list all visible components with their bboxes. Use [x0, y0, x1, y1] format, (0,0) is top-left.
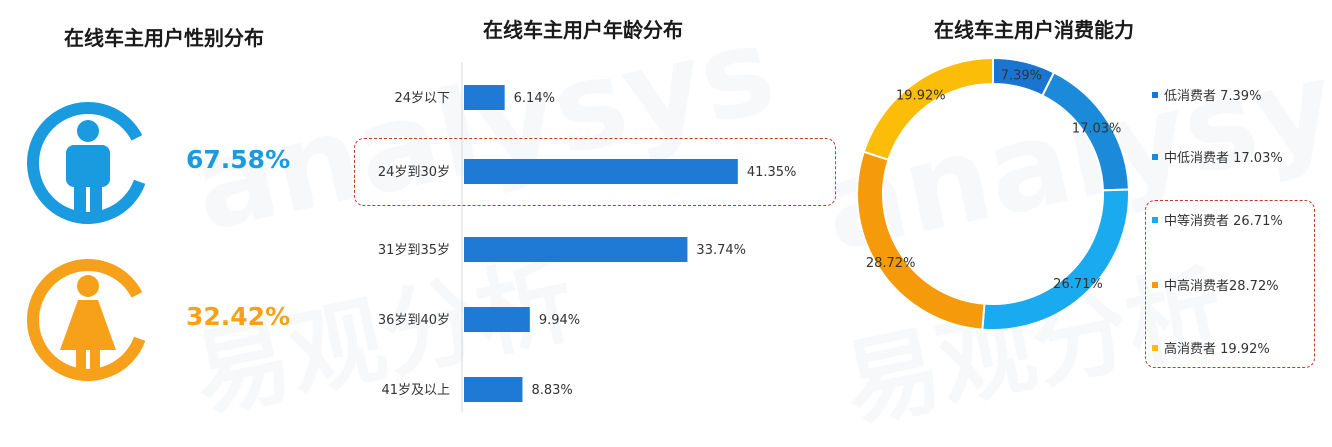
consume-donut-chart: 7.39% 17.03% 26.71% 28.72% 19.92%: [856, 56, 1130, 331]
donut-slice: [856, 150, 986, 331]
age-bar-chart: 24岁以下 6.14% 24岁到30岁 41.35% 31岁到35岁 33.74% 36岁到…: [378, 62, 797, 412]
legend-swatch: [1152, 344, 1158, 351]
legend-swatch: [1152, 91, 1158, 98]
legend-item: 中低消费者 17.03%: [1152, 147, 1283, 166]
legend-item: 中高消费者28.72%: [1152, 275, 1279, 294]
legend-label: 中低消费者 17.03%: [1164, 151, 1283, 166]
age-highlight-box: [354, 138, 836, 206]
age-value-label: 8.83%: [531, 383, 572, 398]
age-bar: [464, 85, 505, 110]
age-value-label: 41.35%: [747, 165, 797, 180]
age-title: 在线车主用户年龄分布: [483, 18, 683, 42]
donut-slice: [862, 56, 994, 162]
female-percent: 32.42%: [186, 302, 291, 331]
age-category-label: 24岁到30岁: [378, 165, 450, 180]
gender-panel: 在线车主用户性别分布 67.58% 32.42%: [0, 0, 340, 427]
age-bar: [464, 159, 738, 184]
age-category-label: 41岁及以上: [381, 383, 450, 398]
donut-slice: [981, 188, 1130, 331]
gender-title: 在线车主用户性别分布: [64, 26, 264, 50]
legend-item: 低消费者 7.39%: [1152, 85, 1261, 104]
legend-swatch: [1152, 153, 1158, 160]
consume-highlight-box: [1145, 200, 1315, 368]
age-category-label: 36岁到40岁: [378, 313, 450, 328]
age-bar: [464, 307, 530, 332]
age-bar: [464, 237, 688, 262]
age-category-label: 31岁到35岁: [378, 243, 450, 258]
legend-item: 中等消费者 26.71%: [1152, 210, 1283, 229]
age-value-label: 6.14%: [514, 91, 555, 106]
consume-panel: 在线车主用户消费能力 7.39% 17.03% 26.71% 28.72% 19.92%…: [840, 0, 1332, 427]
age-value-label: 9.94%: [539, 313, 580, 328]
legend-swatch: [1152, 216, 1158, 223]
legend-label: 中等消费者 26.71%: [1164, 214, 1283, 229]
donut-value-label: 19.92%: [896, 88, 946, 103]
legend-item: 高消费者 19.92%: [1152, 338, 1270, 357]
age-panel: 在线车主用户年龄分布 24岁以下 6.14% 24岁到30岁 41.35% 31岁到35…: [340, 0, 860, 427]
legend-label: 高消费者 19.92%: [1164, 342, 1270, 357]
consume-title: 在线车主用户消费能力: [934, 18, 1134, 42]
donut-value-label: 26.71%: [1053, 277, 1103, 292]
male-percent: 67.58%: [186, 145, 291, 174]
age-bar: [464, 377, 523, 402]
donut-value-label: 28.72%: [866, 256, 916, 271]
age-value-label: 33.74%: [696, 243, 746, 258]
legend-swatch: [1152, 281, 1158, 288]
age-category-label: 24岁以下: [394, 91, 450, 106]
legend-label: 低消费者 7.39%: [1164, 89, 1262, 104]
donut-value-label: 17.03%: [1072, 122, 1122, 137]
female-icon: [27, 259, 149, 381]
legend-label: 中高消费者28.72%: [1164, 279, 1279, 294]
donut-value-label: 7.39%: [1001, 68, 1042, 83]
male-icon: [27, 102, 149, 224]
